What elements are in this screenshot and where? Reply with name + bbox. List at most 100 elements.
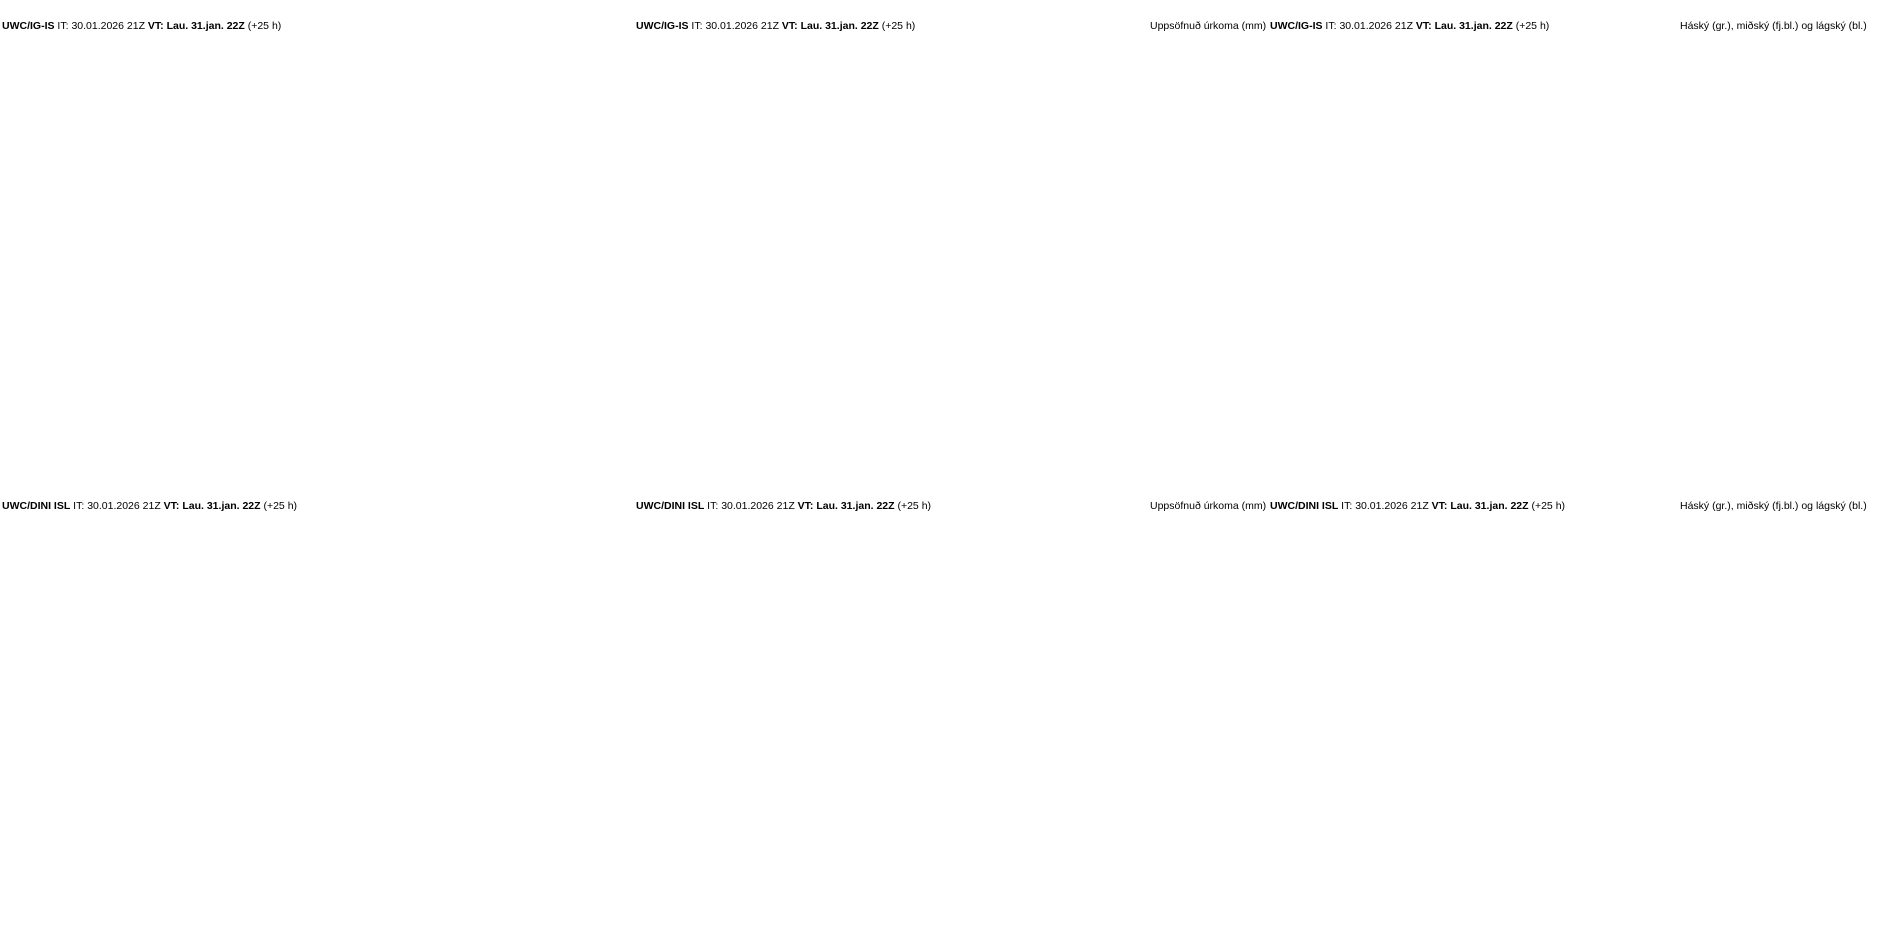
wind-barb (188, 692, 207, 701)
wind-barb (284, 560, 303, 569)
wind-barb (284, 758, 303, 767)
wind-barb (188, 407, 207, 421)
wind-barb (92, 626, 111, 635)
wind-barb (261, 106, 279, 113)
wind-barb (212, 413, 231, 421)
wind-barb (572, 646, 591, 657)
wind-barb (69, 172, 87, 179)
wind-barb (212, 913, 231, 921)
wind-barb (284, 818, 303, 833)
wind-barb (548, 847, 567, 855)
map-value-label: 1.0 (284, 255, 297, 266)
wind-barb (236, 169, 255, 179)
wind-barb (356, 232, 375, 245)
wind-barb (212, 318, 231, 333)
wind-barb (429, 172, 447, 179)
precip-map-top[interactable]: 2 1 2 2 3 4 4 8 4 5 7 1 1 2 2 32 3 2 1 1 2 2 2 1 1 2 5 3 2 1 1 1 6 4 5 10 3 4… (633, 15, 1266, 463)
wind-barb (92, 367, 111, 377)
map-value-label: 1 (743, 254, 749, 265)
wind-barb (476, 321, 495, 333)
wind-barb (500, 646, 519, 657)
wind-barb (548, 252, 567, 267)
wind-barb (164, 755, 183, 767)
wind-barb (452, 384, 471, 399)
wind-barb (188, 321, 207, 333)
wind-barb (44, 80, 63, 91)
wind-barb (188, 37, 207, 47)
wind-barb (236, 712, 255, 723)
wind-barb (260, 537, 279, 547)
wind-barb (140, 715, 159, 723)
wind-barb (212, 620, 231, 635)
wind-barb (212, 146, 231, 157)
wind-barb (404, 666, 423, 679)
wind-barb (236, 867, 255, 877)
wind-barb (452, 298, 471, 311)
map-value-label: 5 (1119, 355, 1125, 366)
cloud-map-bottom[interactable] (1267, 515, 1900, 950)
map-value-label: 0.6 (456, 177, 469, 188)
precip-map-bottom[interactable]: 3 3 1 4 1 1 3 2 1 2 2 16 12 11 6 9 42 32 3 2 1 2 3 1 1 2 2 4 3 1 2 1 1 12… (633, 515, 1266, 950)
wind-barb (236, 367, 255, 377)
wind-barb (524, 410, 543, 421)
wind-barb (332, 864, 351, 877)
map-value-label: 1 (700, 633, 706, 644)
colorbar-label: 75 (916, 934, 926, 943)
wind-barb (116, 192, 135, 201)
wind-barb (165, 238, 183, 245)
wind-barb (596, 712, 615, 723)
wind-barb (332, 649, 351, 657)
wind-barb (236, 910, 255, 921)
wind-barb (500, 775, 519, 789)
wind-barb (260, 149, 279, 157)
colorbar-label: 10 (706, 454, 716, 463)
wind-barb (116, 907, 135, 921)
wind-barb (500, 60, 519, 69)
wind-barb (140, 758, 159, 767)
wind-barb (116, 735, 135, 745)
map-value-label: 1 (1206, 739, 1212, 750)
wind-barb (404, 252, 423, 267)
wind-barb (548, 778, 567, 789)
map-value-label: 2 (827, 744, 833, 755)
wind-barb (380, 281, 399, 289)
wind-barb (525, 238, 543, 245)
map-value-label: 3 (724, 766, 730, 777)
wind-barb (68, 189, 87, 201)
wind-barb (237, 540, 255, 547)
wind-barb (308, 186, 327, 201)
wind-barb (236, 841, 255, 855)
cloud-map-top[interactable] (1267, 15, 1900, 463)
wind-barb (404, 537, 423, 547)
wind-barb (213, 870, 231, 877)
wind-map-bottom[interactable]: 66N 64N 63N 20W 15W 0.3 0.6 (0, 515, 632, 950)
wind-barb (356, 534, 375, 547)
wind-barb (44, 390, 63, 399)
colorbar-segment (775, 917, 846, 932)
wind-barb (164, 281, 183, 289)
wind-barb (213, 672, 231, 679)
wind-barb (116, 778, 135, 789)
map-value-label: 2 (1164, 663, 1170, 674)
wind-barb (357, 672, 375, 679)
wind-barb (476, 252, 495, 267)
wind-barb (236, 600, 255, 613)
map-value-label: 5 (1032, 816, 1038, 827)
wind-barb (572, 215, 591, 223)
wind-barb (525, 40, 543, 47)
wind-barb (140, 430, 159, 443)
wind-barb (116, 235, 135, 245)
wind-barb (476, 580, 495, 591)
wind-barb (548, 554, 567, 569)
wind-barb (524, 255, 543, 267)
wind-barb (116, 752, 135, 767)
wind-barb (428, 430, 447, 443)
wind-barb (116, 933, 135, 943)
panel-header-cloud-top: UWC/IG-IS IT: 30.01.2026 21Z VT: Lau. 31… (1270, 20, 1550, 32)
wind-barb (236, 298, 255, 311)
wind-barb (44, 407, 63, 421)
wind-map-top[interactable]: 66N 64N 63N 20W 15W 0.3 0.5 0.9 0.7 0.5 0.8 1.… (0, 15, 632, 463)
wind-barb (524, 212, 543, 223)
map-value-label: 12 (903, 763, 914, 774)
panel-header-precip-top: UWC/IG-IS IT: 30.01.2026 21Z VT: Lau. 31… (636, 20, 916, 32)
